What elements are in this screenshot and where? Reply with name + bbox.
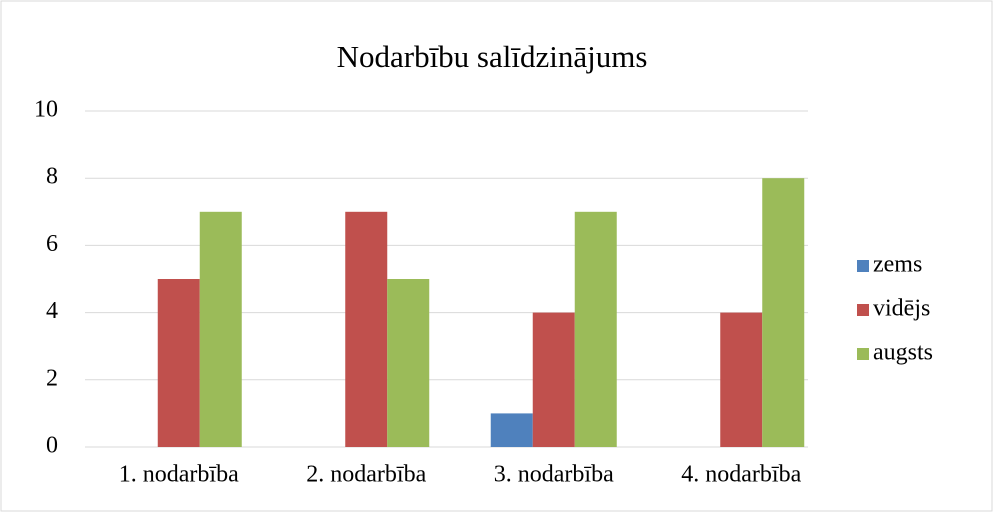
legend-swatch — [857, 304, 869, 316]
legend-swatch — [857, 260, 869, 272]
x-tick-label: 3. nodarbība — [494, 462, 614, 488]
bar — [490, 413, 533, 447]
bar — [762, 178, 805, 447]
bar — [157, 279, 200, 447]
y-tick-label: 2 — [46, 365, 58, 391]
bar — [387, 279, 430, 447]
chart-title: Nodarbību salīdzinājums — [337, 39, 648, 74]
x-tick-label: 2. nodarbība — [306, 462, 426, 488]
y-tick-label: 4 — [46, 298, 58, 324]
legend-swatch — [857, 348, 869, 360]
x-tick-label: 1. nodarbība — [119, 462, 239, 488]
x-tick-label: 4. nodarbība — [681, 462, 801, 488]
legend-label: zems — [873, 252, 922, 278]
legend-label: vidējs — [873, 296, 930, 322]
bar — [345, 211, 388, 447]
bar — [199, 211, 242, 447]
bar — [532, 312, 575, 447]
legend-label: augsts — [873, 340, 933, 366]
y-tick-label: 0 — [46, 433, 58, 459]
y-tick-label: 6 — [46, 231, 58, 257]
bar — [574, 211, 617, 447]
bar — [720, 312, 763, 447]
y-tick-label: 10 — [34, 97, 58, 123]
y-tick-label: 8 — [46, 164, 58, 190]
